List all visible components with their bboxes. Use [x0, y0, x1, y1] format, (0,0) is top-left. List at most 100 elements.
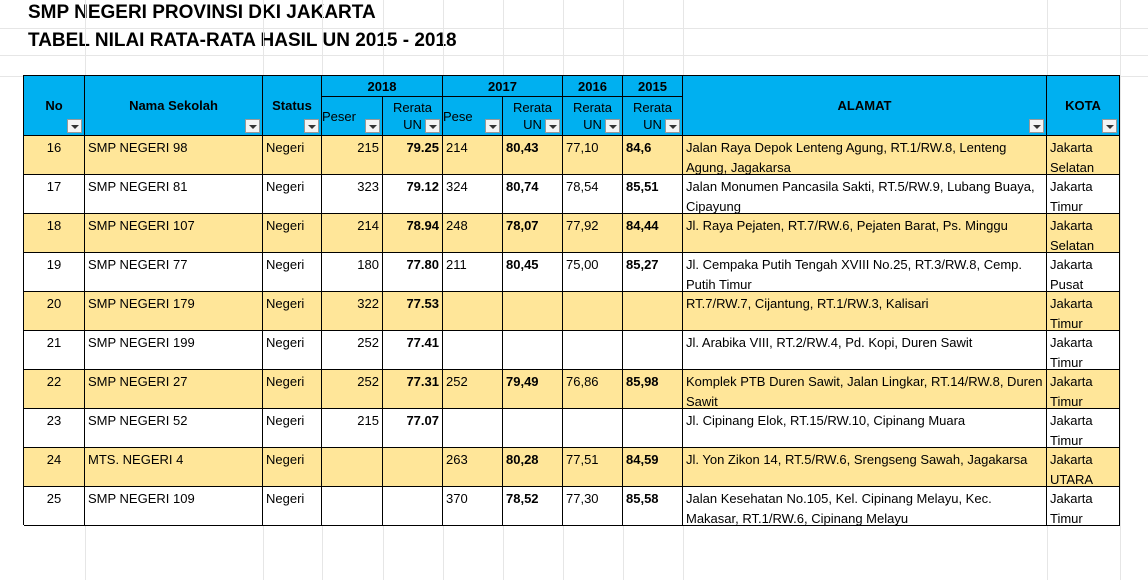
table-cell: 211: [443, 253, 503, 292]
table-cell: Jakarta Selatan: [1047, 136, 1120, 175]
table-cell: 22: [24, 370, 85, 409]
table-cell: [503, 409, 563, 448]
table-cell: 17: [24, 175, 85, 214]
table-top-border: [24, 75, 1120, 76]
table-cell: 80,45: [503, 253, 563, 292]
title: SMP NEGERI PROVINSI DKI JAKARTA: [28, 2, 376, 23]
table-cell: SMP NEGERI 27: [85, 370, 263, 409]
table-cell: 77,92: [563, 214, 623, 253]
table-cell: Negeri: [263, 370, 322, 409]
table-cell: [563, 331, 623, 370]
table-cell: 75,00: [563, 253, 623, 292]
table-cell: 85,51: [623, 175, 683, 214]
header-no: No: [24, 76, 85, 136]
table-cell: Jakarta Timur: [1047, 331, 1120, 370]
filter-dropdown[interactable]: [425, 119, 440, 133]
table-cell: 21: [24, 331, 85, 370]
filter-dropdown[interactable]: [245, 119, 260, 133]
table-cell: 252: [322, 370, 383, 409]
table-cell: Negeri: [263, 448, 322, 487]
table-cell: 78.94: [383, 214, 443, 253]
table-cell: 23: [24, 409, 85, 448]
header-peserta: Peser: [322, 97, 383, 136]
address-cell: Komplek PTB Duren Sawit, Jalan Lingkar, …: [683, 370, 1047, 409]
table-cell: Jakarta Selatan: [1047, 214, 1120, 253]
table-cell: 80,74: [503, 175, 563, 214]
table-cell: 370: [443, 487, 503, 526]
header-status: Status: [263, 76, 322, 136]
filter-dropdown[interactable]: [545, 119, 560, 133]
address-cell: RT.7/RW.7, Cijantung, RT.1/RW.3, Kalisar…: [683, 292, 1047, 331]
table-cell: 263: [443, 448, 503, 487]
header-year: 2015: [623, 76, 683, 97]
table-cell: [443, 331, 503, 370]
table-cell: [322, 448, 383, 487]
table-cell: MTS. NEGERI 4: [85, 448, 263, 487]
table-cell: Jakarta Timur: [1047, 409, 1120, 448]
header-nama: Nama Sekolah: [85, 76, 263, 136]
table-cell: 252: [322, 331, 383, 370]
table-cell: Negeri: [263, 136, 322, 175]
sheet-gridline: [0, 55, 1148, 56]
table-cell: 84,6: [623, 136, 683, 175]
header-rerata: Rerata UN: [623, 97, 683, 136]
table-cell: 214: [322, 214, 383, 253]
table-cell: SMP NEGERI 199: [85, 331, 263, 370]
filter-dropdown[interactable]: [665, 119, 680, 133]
table-cell: Negeri: [263, 292, 322, 331]
table-cell: 79.12: [383, 175, 443, 214]
table-cell: 80,43: [503, 136, 563, 175]
table-cell: [563, 292, 623, 331]
header-rerata: Rerata UN: [383, 97, 443, 136]
table-cell: Negeri: [263, 175, 322, 214]
subtitle: TABEL NILAI RATA-RATA HASIL UN 2015 - 20…: [28, 30, 457, 51]
table-cell: Jakarta Pusat: [1047, 253, 1120, 292]
table-cell: 180: [322, 253, 383, 292]
table-cell: [383, 487, 443, 526]
table-cell: 323: [322, 175, 383, 214]
filter-dropdown[interactable]: [365, 119, 380, 133]
table-cell: 79.25: [383, 136, 443, 175]
header-rerata: Rerata UN: [503, 97, 563, 136]
address-cell: Jl. Cempaka Putih Tengah XVIII No.25, RT…: [683, 253, 1047, 292]
table-cell: 16: [24, 136, 85, 175]
table-cell: 252: [443, 370, 503, 409]
table-cell: 215: [322, 409, 383, 448]
table-cell: 214: [443, 136, 503, 175]
table-cell: Jakarta Timur: [1047, 292, 1120, 331]
table-cell: [623, 409, 683, 448]
table-cell: SMP NEGERI 109: [85, 487, 263, 526]
sheet-gridline: [0, 28, 1148, 29]
table-cell: [443, 292, 503, 331]
table-cell: 19: [24, 253, 85, 292]
filter-dropdown[interactable]: [605, 119, 620, 133]
table-cell: Negeri: [263, 331, 322, 370]
table-cell: [443, 409, 503, 448]
address-cell: Jalan Monumen Pancasila Sakti, RT.5/RW.9…: [683, 175, 1047, 214]
table-cell: [322, 487, 383, 526]
table-cell: [503, 292, 563, 331]
table-cell: 84,44: [623, 214, 683, 253]
table-cell: Jakarta Timur: [1047, 487, 1120, 526]
table-cell: [563, 409, 623, 448]
address-cell: Jl. Yon Zikon 14, RT.5/RW.6, Srengseng S…: [683, 448, 1047, 487]
filter-dropdown[interactable]: [1029, 119, 1044, 133]
filter-dropdown[interactable]: [485, 119, 500, 133]
filter-dropdown[interactable]: [1102, 119, 1117, 133]
table-cell: 25: [24, 487, 85, 526]
table-left-border: [23, 75, 24, 525]
table-cell: 18: [24, 214, 85, 253]
address-cell: Jl. Arabika VIII, RT.2/RW.4, Pd. Kopi, D…: [683, 331, 1047, 370]
table-cell: Negeri: [263, 487, 322, 526]
filter-dropdown[interactable]: [304, 119, 319, 133]
table-cell: 79,49: [503, 370, 563, 409]
header-year: 2018: [322, 76, 443, 97]
table-cell: 85,27: [623, 253, 683, 292]
header-rerata: Rerata UN: [563, 97, 623, 136]
table-cell: 77.80: [383, 253, 443, 292]
sheet-gridline: [1120, 0, 1121, 580]
table-cell: 24: [24, 448, 85, 487]
table-cell: SMP NEGERI 98: [85, 136, 263, 175]
filter-dropdown[interactable]: [67, 119, 82, 133]
